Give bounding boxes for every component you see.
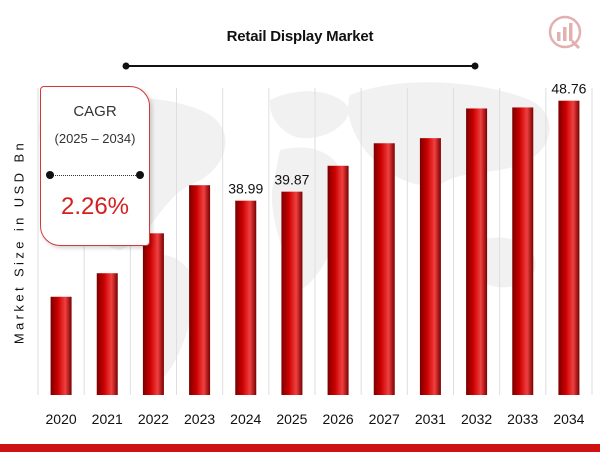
cagr-divider-dot-left	[46, 171, 54, 179]
bar-2023	[189, 185, 211, 395]
bar-2027	[373, 143, 395, 395]
cagr-label: CAGR	[73, 103, 117, 120]
bar-2034	[558, 100, 580, 395]
cagr-value: 2.26%	[60, 193, 130, 220]
x-tick-label-2025: 2025	[276, 411, 307, 427]
footer-accent-bar	[0, 444, 600, 452]
data-label-2024: 38.99	[228, 181, 263, 197]
x-tick-label-2027: 2027	[369, 411, 400, 427]
x-tick-label-2032: 2032	[461, 411, 492, 427]
title-rule	[122, 62, 479, 70]
x-axis-tick-labels: 2020 2021 2022 2023 2024 2025 2026 2027 2031 2032…	[46, 411, 585, 427]
x-tick-label-2020: 2020	[46, 411, 77, 427]
bar-series	[50, 100, 580, 396]
bar-2025	[281, 191, 303, 395]
cagr-period: (2025 – 2034)	[54, 131, 136, 146]
bar-2020	[50, 296, 72, 395]
cagr-divider-dot-right	[136, 171, 144, 179]
x-tick-label-2024: 2024	[230, 411, 261, 427]
x-tick-label-2021: 2021	[92, 411, 123, 427]
x-tick-label-2033: 2033	[507, 411, 538, 427]
cagr-divider	[50, 175, 140, 176]
x-tick-label-2026: 2026	[323, 411, 354, 427]
cagr-callout: CAGR (2025 – 2034) 2.26%	[40, 86, 150, 246]
data-labels: 38.99 39.87 48.76	[228, 81, 586, 197]
bar-2024	[235, 200, 257, 395]
market-research-logo-icon	[548, 15, 582, 49]
chart-title: Retail Display Market	[226, 28, 374, 45]
x-tick-label-2022: 2022	[138, 411, 169, 427]
bar-2026	[327, 165, 349, 395]
y-axis-label: Market Size in USD Bn	[11, 139, 27, 345]
data-label-2025: 39.87	[274, 172, 309, 188]
bar-2033	[512, 107, 534, 396]
x-tick-label-2034: 2034	[553, 411, 584, 427]
data-label-2034: 48.76	[551, 81, 586, 97]
chart-gridlines	[37, 88, 593, 395]
bar-2031	[419, 138, 441, 396]
x-tick-label-2023: 2023	[184, 411, 215, 427]
bar-2032	[466, 108, 488, 395]
bar-2021	[96, 273, 118, 395]
x-tick-label-2031: 2031	[415, 411, 446, 427]
bar-2022	[142, 233, 164, 395]
